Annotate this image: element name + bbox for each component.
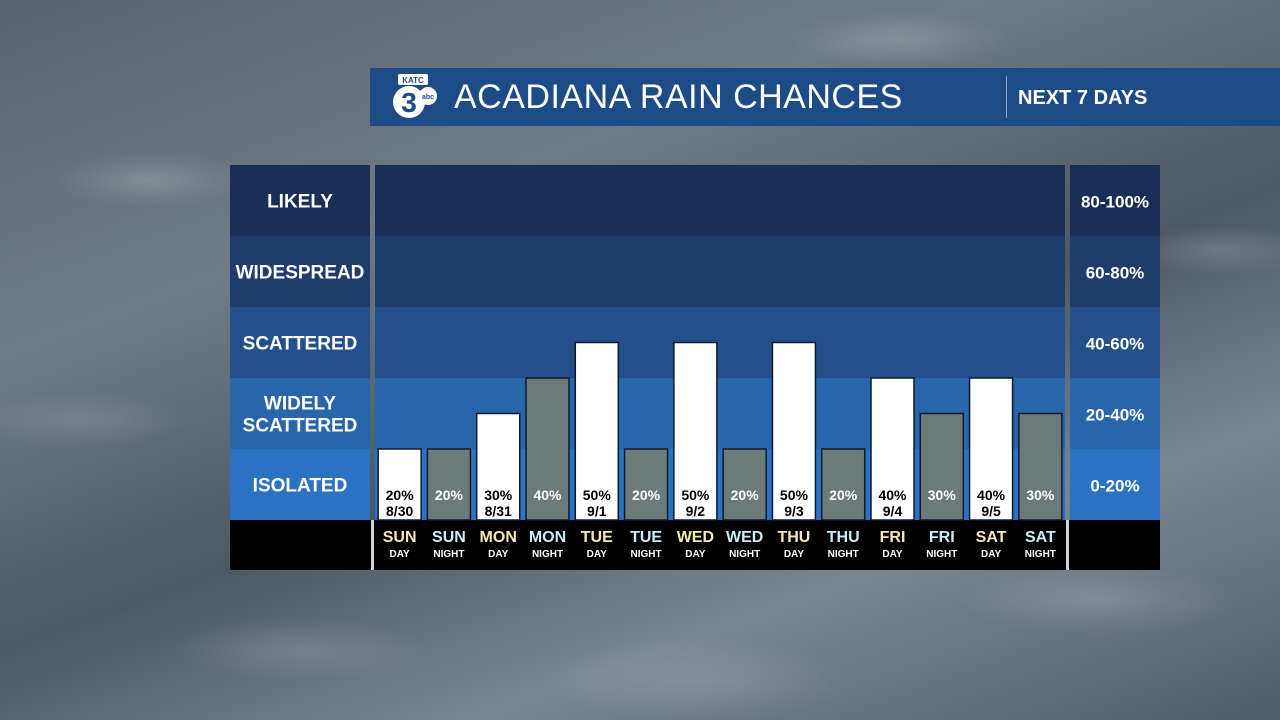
header-divider [1006,76,1007,118]
bar-value-label: 30% [484,487,513,503]
period-day-label: FRI [880,529,906,546]
bar-value-label: 20% [386,487,415,503]
period-day-label: THU [827,529,860,546]
band-range-label: 80-100% [1081,193,1149,212]
period-day-label: FRI [929,529,955,546]
bar-date-label: 9/3 [784,503,804,519]
bar [426,448,472,521]
period-part-label: DAY [981,549,1002,560]
header-bar: KATC 3 abc ACADIANA RAIN CHANCES NEXT 7 … [370,68,1280,126]
period-part-label: DAY [488,549,509,560]
bar-value-label: 20% [731,487,760,503]
period-part-label: NIGHT [532,549,563,560]
band-range-cell [1070,307,1160,378]
bar [820,448,866,521]
band-label: LIKELY [267,192,333,213]
header-subtitle: NEXT 7 DAYS [1018,87,1148,109]
bar [722,448,767,521]
band-range-label: 0-20% [1090,477,1139,496]
period-day-label: WED [677,529,714,546]
period-day-label: THU [777,529,810,546]
period-part-label: NIGHT [828,549,859,560]
svg-text:3: 3 [401,87,417,118]
period-day-label: TUE [581,529,613,546]
band-label: ISOLATED [253,476,348,497]
bar [673,341,718,521]
period-day-label: SAT [1025,529,1056,546]
bar-value-label: 30% [1026,487,1055,503]
bar [919,412,965,521]
period-day-label: WED [726,529,763,546]
band-label-cell [230,378,370,449]
page-title: ACADIANA RAIN CHANCES [454,78,903,116]
bar [574,341,620,521]
footer-divider-left [371,520,374,570]
period-part-label: NIGHT [631,549,662,560]
footer-strip [230,520,1160,570]
period-day-label: TUE [630,529,662,546]
period-part-label: NIGHT [433,549,464,560]
bar-value-label: 20% [632,487,661,503]
svg-text:abc: abc [422,94,434,101]
band-range-label: 20-40% [1086,406,1145,425]
band-range-label: 60-80% [1086,264,1145,283]
svg-text:KATC: KATC [402,76,424,85]
period-day-label: SUN [383,529,417,546]
bar [1018,412,1063,521]
period-day-label: MON [480,529,517,546]
period-part-label: DAY [882,549,903,560]
bar-date-label: 9/2 [686,503,706,519]
period-part-label: NIGHT [729,549,760,560]
bar [968,377,1014,521]
bar [870,377,915,521]
bar-date-label: 9/1 [587,503,607,519]
band-label: WIDELY SCATTERED [243,394,358,437]
band-label-cell [230,165,370,236]
band-label: WIDESPREAD [236,263,365,284]
band-plot-area [375,236,1065,307]
bar-date-label: 8/31 [485,503,512,519]
band-range-cell [1070,378,1160,449]
period-day-label: SAT [976,529,1007,546]
bar-value-label: 30% [928,487,957,503]
bar-value-label: 40% [533,487,562,503]
band-plot-area [375,307,1065,378]
bar-value-label: 40% [977,487,1006,503]
period-part-label: NIGHT [926,549,957,560]
band-range-cell [1070,449,1160,520]
bar-value-label: 50% [780,487,809,503]
period-part-label: DAY [784,549,805,560]
band-label-cell [230,307,370,378]
bar [771,341,817,521]
band-range-cell [1070,165,1160,236]
footer-divider-right [1066,520,1069,570]
period-day-label: MON [529,529,566,546]
period-part-label: DAY [390,549,411,560]
bar [623,448,669,521]
bar-date-label: 8/30 [386,503,413,519]
bar-value-label: 20% [829,487,858,503]
bar [475,412,521,521]
band-label-cell [230,236,370,307]
band-label-cell [230,449,370,520]
bar-value-label: 50% [583,487,612,503]
bar [377,448,422,521]
bar-date-label: 9/5 [981,503,1001,519]
band-label: SCATTERED [243,334,358,355]
period-part-label: NIGHT [1025,549,1056,560]
band-range-cell [1070,236,1160,307]
bar-value-label: 40% [878,487,907,503]
period-part-label: DAY [587,549,608,560]
bar-value-label: 50% [681,487,710,503]
bar-date-label: 9/4 [883,503,903,519]
band-range-label: 40-60% [1086,335,1145,354]
bar-value-label: 20% [435,487,464,503]
period-day-label: SUN [432,529,466,546]
period-part-label: DAY [685,549,706,560]
band-plot-area [375,165,1065,236]
bar [525,377,570,521]
katc-abc-logo-icon: KATC 3 abc [393,74,437,118]
